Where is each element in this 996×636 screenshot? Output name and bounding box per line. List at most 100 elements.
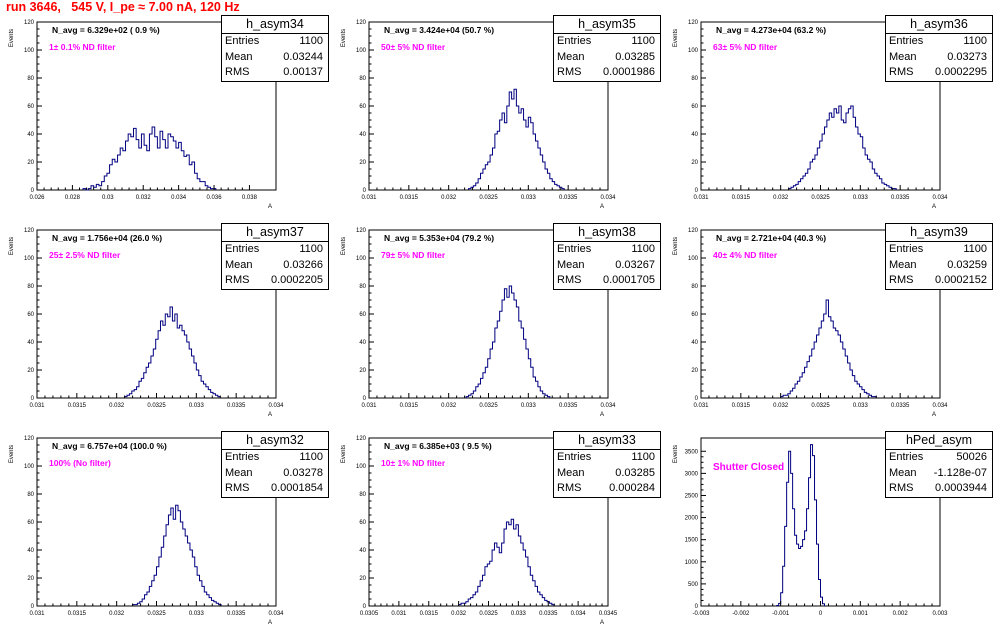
stats-entries-value: 1100 bbox=[631, 243, 655, 255]
x-tick-label: 0.034 bbox=[171, 195, 187, 201]
x-tick-label: 0.0315 bbox=[400, 195, 419, 201]
y-tick-label: 40 bbox=[691, 132, 698, 138]
stats-mean-row: Mean -1.128e-07 bbox=[886, 466, 992, 482]
n-avg-label: N_avg = 3.424e+04 (50.7 %) bbox=[384, 25, 495, 35]
histogram-plot: -0.003 -0.002 -0.001 0 0.001 0.002 0.003 0 500 10… bbox=[673, 437, 948, 617]
stats-rms-label: RMS bbox=[557, 66, 582, 78]
stats-rms-label: RMS bbox=[889, 274, 914, 286]
stats-rms-row: RMS 0.0002295 bbox=[886, 65, 992, 81]
x-tick-label: 0.0335 bbox=[539, 611, 558, 617]
histogram-series bbox=[776, 444, 825, 607]
x-tick-label: 0.036 bbox=[207, 195, 223, 201]
stats-mean-value: -1.128e-07 bbox=[933, 466, 987, 479]
stats-mean-value: 0.03273 bbox=[947, 50, 987, 63]
y-tick-label: 20 bbox=[691, 160, 698, 166]
y-tick-label: 80 bbox=[359, 492, 366, 498]
y-tick-label: 120 bbox=[24, 436, 35, 442]
stats-rms-label: RMS bbox=[557, 274, 582, 286]
x-tick-label: 0.032 bbox=[136, 195, 152, 201]
stats-box: h_asym33 Entries 1100 Mean 0.03285 RMS 0.00028… bbox=[553, 431, 661, 498]
stats-mean-value: 0.03266 bbox=[283, 258, 323, 271]
stats-entries-label: Entries bbox=[557, 35, 592, 47]
x-tick-label: -0.002 bbox=[732, 611, 750, 617]
histogram-panel: 0.031 0.0315 0.032 0.0325 0.033 0.0335 0.034 0 2… bbox=[664, 12, 996, 220]
y-tick-label: 500 bbox=[688, 582, 699, 588]
stats-rms-row: RMS 0.000284 bbox=[554, 481, 660, 497]
stats-entries-label: Entries bbox=[557, 243, 592, 255]
y-axis-label: Events bbox=[9, 445, 15, 463]
stats-title: h_asym38 bbox=[554, 224, 660, 242]
y-tick-label: 80 bbox=[27, 492, 34, 498]
stats-mean-row: Mean 0.03285 bbox=[554, 50, 660, 66]
stats-rms-row: RMS 0.0002205 bbox=[222, 273, 328, 289]
stats-title: h_asym39 bbox=[886, 224, 992, 242]
y-tick-label: 60 bbox=[359, 312, 366, 318]
y-tick-label: 20 bbox=[359, 160, 366, 166]
filter-label: 79± 5% ND filter bbox=[381, 250, 446, 260]
histogram-series bbox=[788, 105, 897, 190]
y-tick-label: 0 bbox=[31, 396, 35, 402]
x-tick-label: 0.031 bbox=[361, 403, 377, 409]
y-axis-label: Events bbox=[673, 29, 679, 47]
stats-title: h_asym32 bbox=[222, 432, 328, 450]
x-tick-label: 0.031 bbox=[29, 403, 45, 409]
y-tick-label: 0 bbox=[31, 604, 35, 610]
histogram-series bbox=[465, 285, 551, 398]
x-tick-label: -0.003 bbox=[692, 611, 710, 617]
stats-mean-value: 0.03278 bbox=[283, 466, 323, 479]
n-avg-label: N_avg = 5.353e+04 (79.2 %) bbox=[384, 233, 495, 243]
x-axis-label: A bbox=[600, 620, 604, 626]
y-axis-label: Events bbox=[9, 237, 15, 255]
y-tick-label: 0 bbox=[31, 188, 35, 194]
x-axis-label: A bbox=[600, 204, 604, 210]
stats-rms-row: RMS 0.00137 bbox=[222, 65, 328, 81]
x-tick-label: 0.0325 bbox=[147, 611, 166, 617]
stats-entries-label: Entries bbox=[889, 35, 924, 47]
stats-mean-label: Mean bbox=[557, 466, 585, 479]
x-tick-label: 0.0305 bbox=[360, 611, 379, 617]
y-axis-label: Events bbox=[341, 237, 347, 255]
filter-label: Shutter Closed bbox=[713, 462, 785, 473]
stats-entries-label: Entries bbox=[225, 35, 260, 47]
stats-entries-row: Entries 1100 bbox=[222, 450, 328, 466]
y-tick-label: 0 bbox=[695, 604, 699, 610]
x-tick-label: 0.0335 bbox=[891, 403, 910, 409]
x-tick-label: 0.033 bbox=[521, 195, 537, 201]
x-tick-label: 0.032 bbox=[451, 611, 467, 617]
histogram-series bbox=[82, 126, 217, 191]
histogram-plot: 0.031 0.0315 0.032 0.0325 0.033 0.0335 0.034 0 2… bbox=[341, 20, 616, 210]
x-tick-label: 0.0335 bbox=[227, 403, 246, 409]
x-tick-label: 0.0335 bbox=[227, 611, 246, 617]
y-tick-label: 20 bbox=[359, 368, 366, 374]
stats-entries-label: Entries bbox=[225, 451, 260, 463]
stats-rms-value: 0.0002205 bbox=[271, 274, 323, 286]
y-axis-label: Events bbox=[9, 29, 15, 47]
filter-label: 50± 5% ND filter bbox=[381, 42, 446, 52]
stats-entries-value: 1100 bbox=[963, 243, 987, 255]
x-tick-label: 0.031 bbox=[361, 195, 377, 201]
x-tick-label: 0.034 bbox=[268, 403, 284, 409]
histogram-series bbox=[124, 306, 221, 398]
stats-entries-row: Entries 1100 bbox=[554, 34, 660, 50]
y-tick-label: 40 bbox=[359, 340, 366, 346]
stats-box: h_asym35 Entries 1100 Mean 0.03285 RMS 0.00019… bbox=[553, 15, 661, 82]
histogram-panel: 0.031 0.0315 0.032 0.0325 0.033 0.0335 0.034 0 2… bbox=[332, 220, 664, 428]
y-tick-label: 80 bbox=[359, 76, 366, 82]
stats-rms-row: RMS 0.0001705 bbox=[554, 273, 660, 289]
x-tick-label: 0.0325 bbox=[479, 195, 498, 201]
y-tick-label: 0 bbox=[363, 396, 367, 402]
stats-mean-value: 0.03267 bbox=[615, 258, 655, 271]
stats-mean-value: 0.03285 bbox=[615, 466, 655, 479]
filter-label: 100% (No filter) bbox=[49, 458, 111, 468]
x-tick-label: 0.0325 bbox=[811, 403, 830, 409]
x-tick-label: 0.0315 bbox=[732, 195, 751, 201]
stats-box: h_asym36 Entries 1100 Mean 0.03273 RMS 0.00022… bbox=[885, 15, 993, 82]
filter-label: 25± 2.5% ND filter bbox=[49, 250, 121, 260]
histogram-plot: 0.031 0.0315 0.032 0.0325 0.033 0.0335 0.034 0 2… bbox=[341, 228, 616, 418]
histogram-panel: 0.031 0.0315 0.032 0.0325 0.033 0.0335 0.034 0 2… bbox=[664, 220, 996, 428]
stats-entries-row: Entries 1100 bbox=[886, 34, 992, 50]
x-axis-label: A bbox=[268, 620, 272, 626]
y-tick-label: 20 bbox=[27, 576, 34, 582]
stats-rms-value: 0.0001986 bbox=[603, 66, 655, 78]
stats-entries-row: Entries 1100 bbox=[554, 450, 660, 466]
